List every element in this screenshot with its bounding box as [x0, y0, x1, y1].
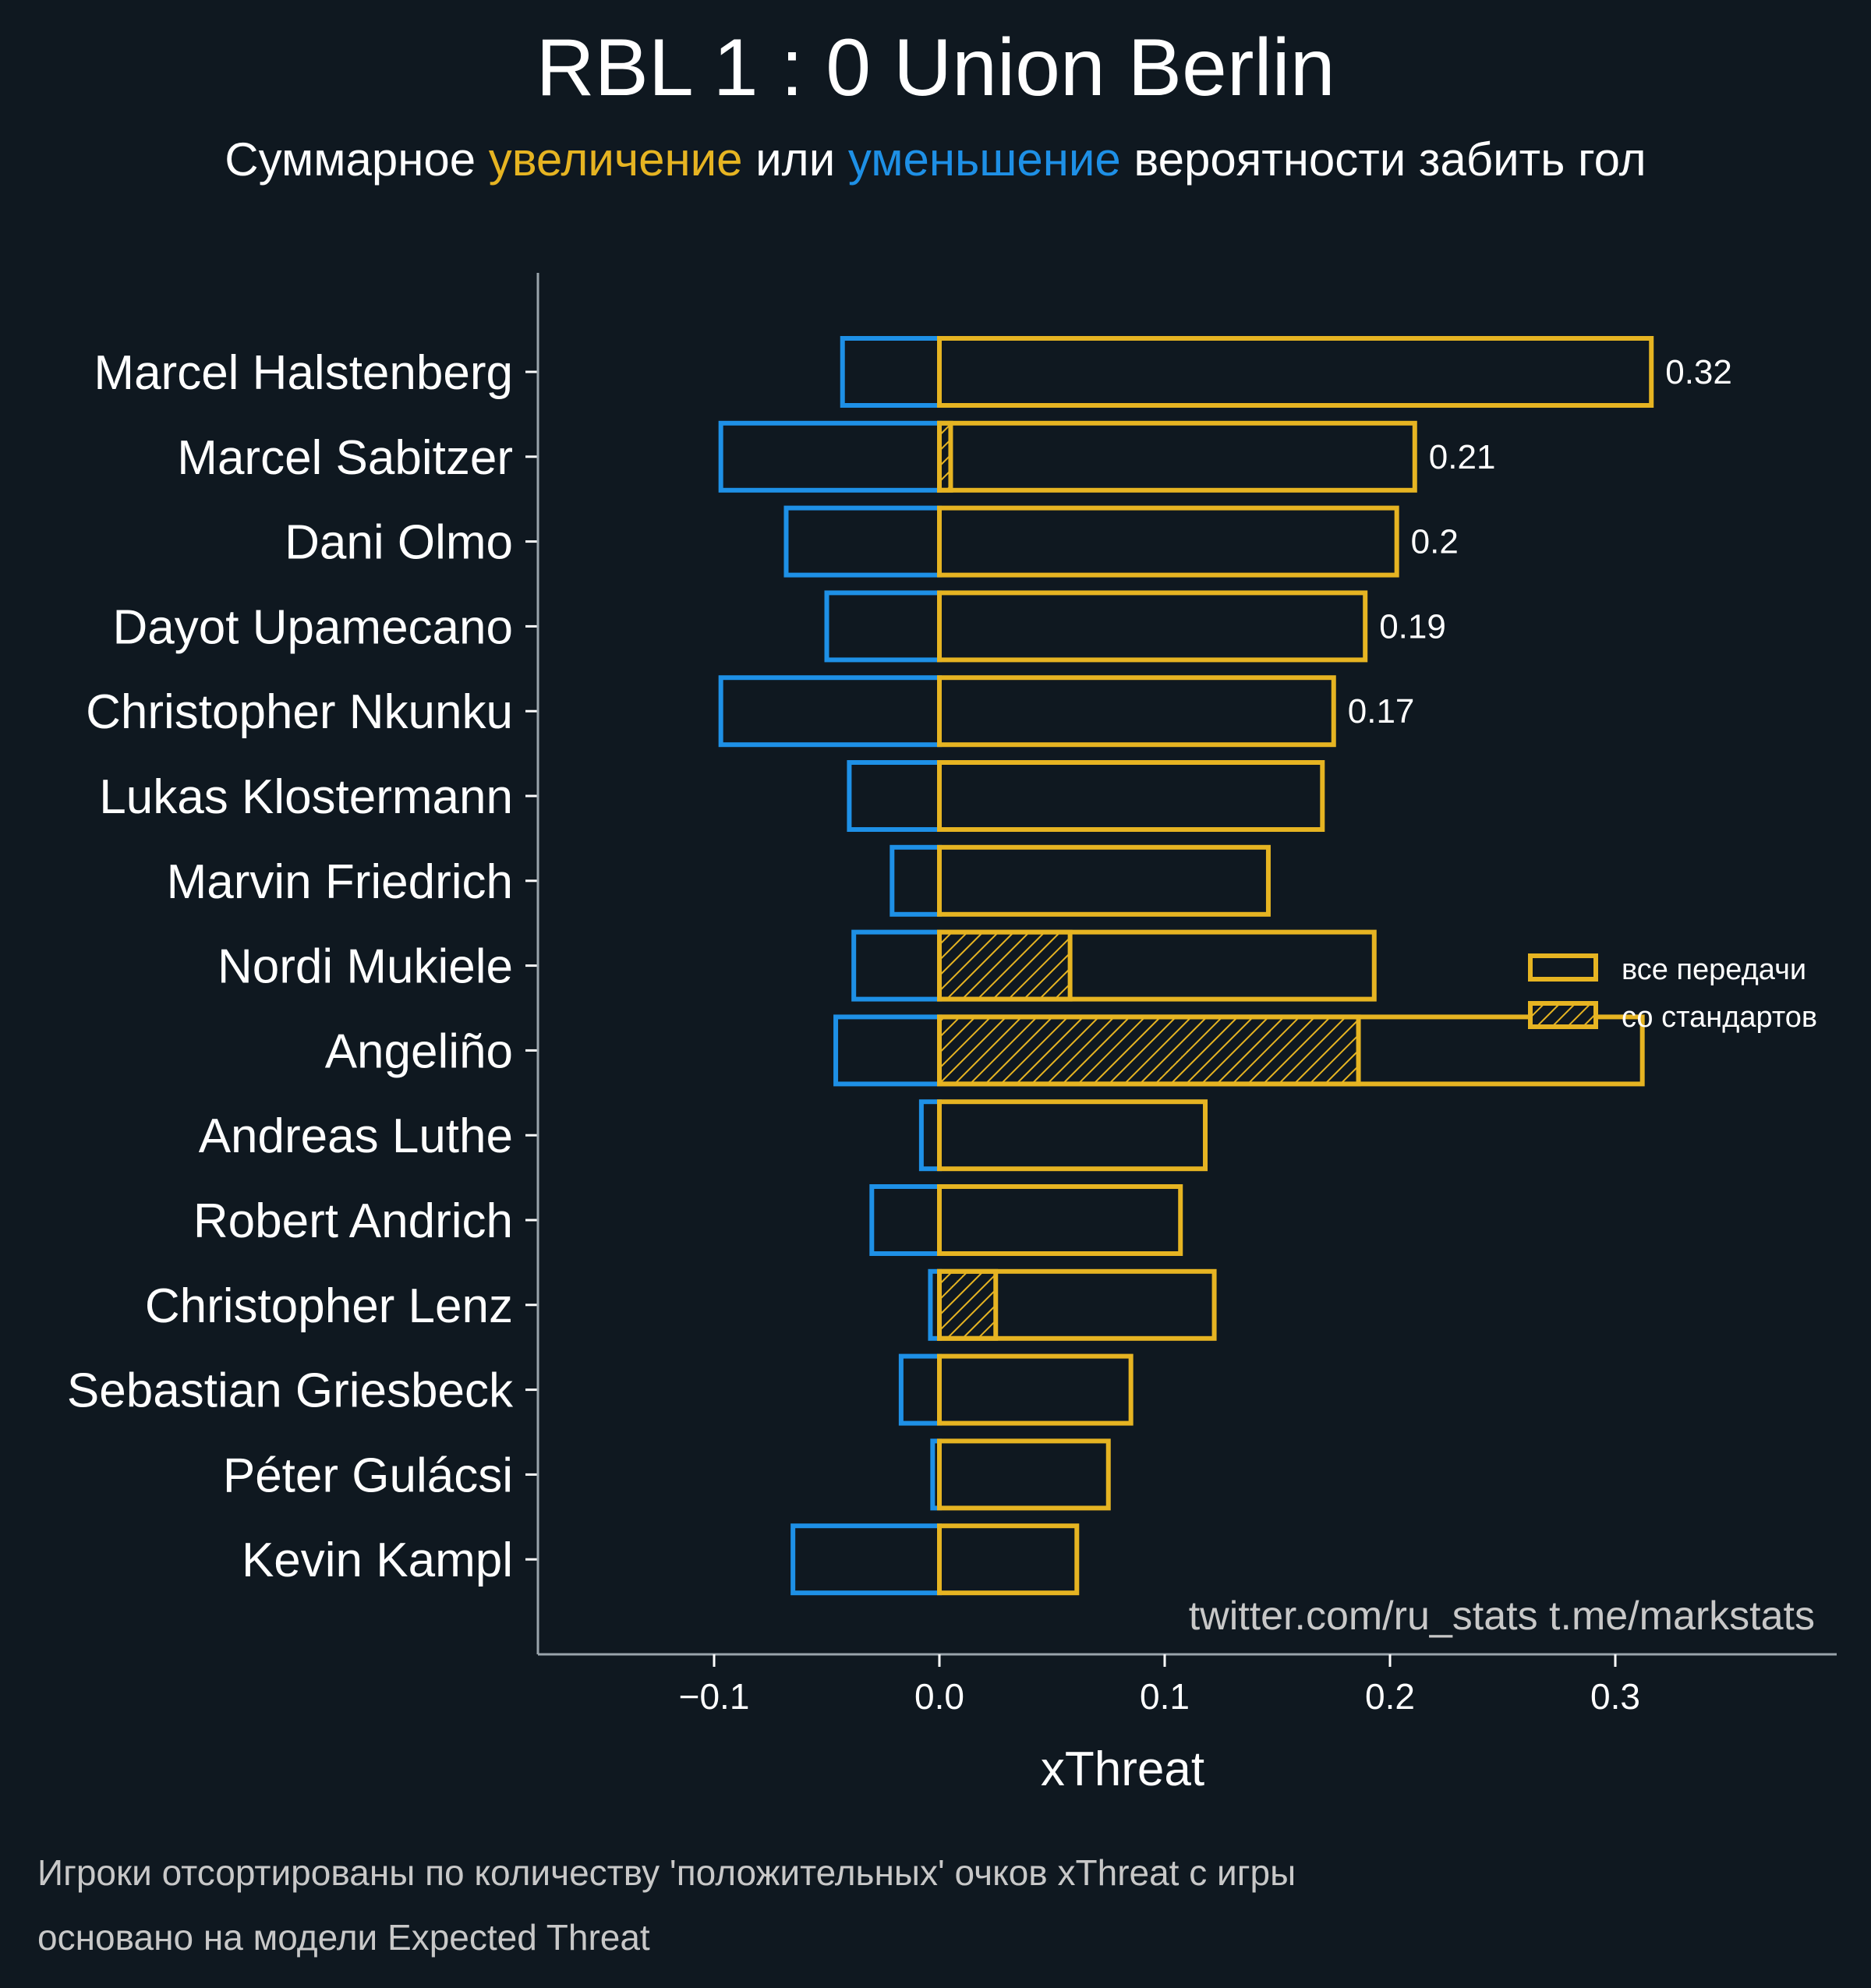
x-axis-label: xThreat [1041, 1742, 1204, 1796]
bar-negative [790, 1523, 943, 1596]
y-tick-label: Dayot Upamecano [113, 600, 514, 654]
bar-positive [937, 1268, 1217, 1341]
footnote-sorting: Игроки отсортированы по количеству 'поло… [37, 1852, 1296, 1893]
bar-negative [869, 1184, 943, 1256]
bar-set-pieces [937, 1014, 1361, 1087]
y-tick-label: Marcel Sabitzer [177, 431, 513, 485]
bar-negative [847, 760, 943, 832]
y-tick-label: Marvin Friedrich [167, 855, 513, 909]
y-tick-label: Kevin Kampl [242, 1533, 513, 1587]
bar-positive [937, 1353, 1134, 1426]
footnote-model: основано на модели Expected Threat [37, 1917, 650, 1958]
x-tick-label: 0.2 [1365, 1676, 1415, 1717]
y-tick-label: Christopher Lenz [145, 1279, 513, 1333]
bar-positive [937, 505, 1399, 578]
bar-negative [718, 420, 942, 493]
bar-positive [937, 1523, 1080, 1596]
bar-positive [937, 929, 1377, 1002]
axes-layer: Marcel Halstenberg Marcel Sabitzer Dani Ol… [67, 273, 1837, 1717]
bar-value-label: 0.19 [1379, 607, 1446, 646]
bar-negative [840, 336, 942, 408]
bar-positive [937, 844, 1271, 917]
bar-positive [937, 1184, 1183, 1256]
bar-positive [937, 675, 1336, 748]
bar-positive [937, 1438, 1111, 1511]
y-tick-label: Dani Olmo [285, 516, 513, 570]
bar-positive [937, 336, 1654, 408]
x-tick-label: 0.3 [1590, 1676, 1640, 1717]
bars-layer: 0.32 0.21 0.2 0.19 0.17 [718, 336, 1732, 1596]
bar-negative [890, 844, 943, 917]
legend-label-set-pieces: со стандартов [1622, 1001, 1817, 1034]
bar-negative [783, 505, 942, 578]
subtitle-prefix: Суммарное [225, 133, 489, 186]
bar-positive [937, 1099, 1208, 1172]
bar-negative [718, 675, 942, 748]
chart-subtitle: Суммарное увеличение или уменьшение веро… [0, 133, 1871, 186]
y-tick-label: Sebastian Griesbeck [67, 1364, 514, 1418]
x-tick-label: 0.0 [914, 1676, 964, 1717]
y-tick-label: Nordi Mukiele [218, 940, 513, 994]
y-tick-label: Andreas Luthe [199, 1109, 513, 1163]
bar-positive [937, 760, 1325, 832]
y-tick-label: Christopher Nkunku [86, 685, 513, 739]
x-tick-label: −0.1 [679, 1676, 750, 1717]
bar-value-label: 0.17 [1348, 692, 1415, 730]
bar-negative [918, 1099, 943, 1172]
subtitle-suffix: вероятности забить гол [1120, 133, 1646, 186]
bar-set-pieces [937, 929, 1073, 1002]
y-tick-label: Péter Gulácsi [223, 1449, 513, 1502]
bar-value-label: 0.21 [1429, 438, 1496, 476]
y-tick-label: Robert Andrich [193, 1194, 513, 1248]
bar-positive [937, 420, 1417, 493]
legend-swatch-set-pieces [1528, 1001, 1598, 1029]
subtitle-increase: увеличение [488, 133, 743, 186]
x-tick-label: 0.1 [1140, 1676, 1190, 1717]
y-tick-label: Angeliño [325, 1024, 513, 1078]
bar-value-label: 0.2 [1411, 523, 1459, 561]
bar-value-label: 0.32 [1665, 353, 1732, 391]
bar-set-pieces [937, 1268, 999, 1341]
bar-positive [937, 590, 1368, 663]
subtitle-decrease: уменьшение [847, 133, 1121, 186]
bar-negative [824, 590, 942, 663]
y-tick-label: Lukas Klostermann [99, 770, 513, 824]
watermark: twitter.com/ru_stats t.me/markstats [1189, 1594, 1815, 1639]
legend: все передачи со стандартов [1528, 953, 1817, 1034]
bar-negative [898, 1353, 942, 1426]
subtitle-middle: или [742, 133, 848, 186]
bar-negative [851, 929, 943, 1002]
bar-negative [833, 1014, 943, 1087]
chart-title: RBL 1 : 0 Union Berlin [536, 23, 1335, 113]
y-tick-label: Marcel Halstenberg [94, 346, 513, 400]
bar-positive [937, 1014, 1645, 1087]
legend-label-all-passes: все передачи [1622, 953, 1806, 986]
legend-swatch-all-passes [1528, 953, 1598, 982]
